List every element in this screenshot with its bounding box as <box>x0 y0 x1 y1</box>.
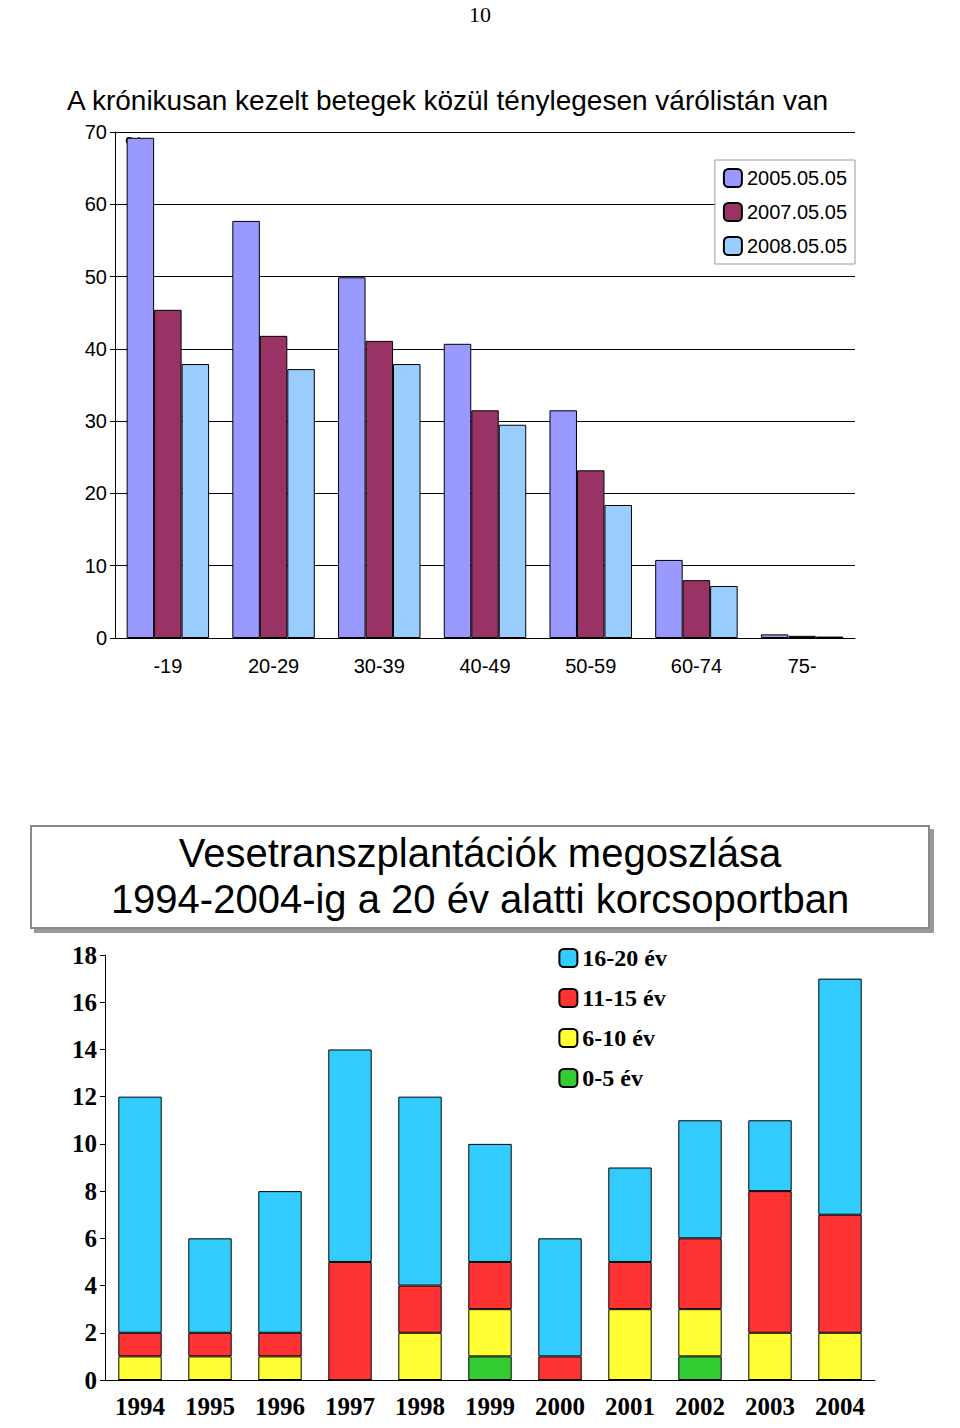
svg-text:1994-2004-ig a 20 év alatti ko: 1994-2004-ig a 20 év alatti korcsoportba… <box>111 877 849 921</box>
svg-text:2004: 2004 <box>815 1393 866 1420</box>
svg-text:10: 10 <box>72 1130 97 1157</box>
svg-text:50: 50 <box>85 266 107 288</box>
svg-text:30: 30 <box>85 410 107 432</box>
svg-text:1998: 1998 <box>395 1393 445 1420</box>
svg-text:10: 10 <box>85 555 107 577</box>
svg-text:2007.05.05: 2007.05.05 <box>747 201 847 223</box>
svg-text:20: 20 <box>85 482 107 504</box>
svg-text:1997: 1997 <box>325 1393 375 1420</box>
svg-text:16-20 év: 16-20 év <box>582 945 667 971</box>
svg-text:1999: 1999 <box>465 1393 515 1420</box>
svg-text:30-39: 30-39 <box>354 655 405 677</box>
svg-text:0-5 év: 0-5 év <box>582 1065 643 1091</box>
svg-text:14: 14 <box>72 1036 98 1063</box>
svg-text:0: 0 <box>96 627 107 649</box>
svg-text:60-74: 60-74 <box>671 655 722 677</box>
svg-text:1996: 1996 <box>255 1393 305 1420</box>
svg-text:11-15 év: 11-15 év <box>582 985 665 1011</box>
svg-text:2008.05.05: 2008.05.05 <box>747 235 847 257</box>
svg-text:2: 2 <box>85 1319 98 1346</box>
svg-text:2003: 2003 <box>745 1393 795 1420</box>
svg-text:2002: 2002 <box>675 1393 725 1420</box>
svg-text:2005.05.05: 2005.05.05 <box>747 167 847 189</box>
svg-text:20-29: 20-29 <box>248 655 299 677</box>
svg-text:6: 6 <box>85 1225 98 1252</box>
svg-text:70: 70 <box>85 121 107 143</box>
svg-text:0: 0 <box>85 1367 98 1394</box>
svg-text:2000: 2000 <box>535 1393 585 1420</box>
svg-text:2001: 2001 <box>605 1393 655 1420</box>
svg-text:1995: 1995 <box>185 1393 235 1420</box>
svg-text:60: 60 <box>85 193 107 215</box>
svg-text:40-49: 40-49 <box>459 655 510 677</box>
svg-text:Vesetranszplantációk megoszlás: Vesetranszplantációk megoszlása <box>179 831 782 875</box>
svg-text:12: 12 <box>72 1083 97 1110</box>
svg-text:16: 16 <box>72 989 97 1016</box>
svg-text:A krónikusan kezelt betegek kö: A krónikusan kezelt betegek közül tényle… <box>67 85 828 116</box>
svg-text:40: 40 <box>85 338 107 360</box>
svg-text:50-59: 50-59 <box>565 655 616 677</box>
html-text:10: 10 <box>469 2 491 27</box>
svg-text:4: 4 <box>85 1272 98 1299</box>
svg-text:8: 8 <box>85 1178 98 1205</box>
svg-text:-19: -19 <box>153 655 182 677</box>
svg-text:6-10 év: 6-10 év <box>582 1025 655 1051</box>
svg-text:18: 18 <box>72 942 97 969</box>
svg-text:1994: 1994 <box>115 1393 166 1420</box>
svg-text:75-: 75- <box>788 655 817 677</box>
